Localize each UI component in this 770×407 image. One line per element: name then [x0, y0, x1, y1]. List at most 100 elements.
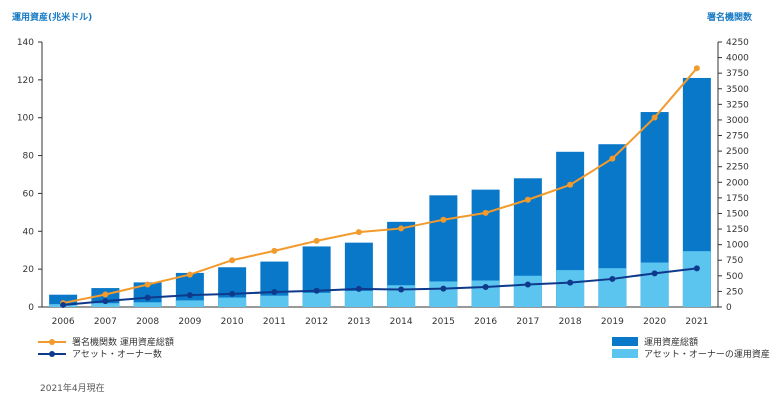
bar-asset-owner-aum [429, 281, 458, 307]
x-tick-label: 2016 [474, 317, 497, 327]
legend-line-marker [49, 339, 55, 345]
legend-label: アセット・オーナー数 [72, 348, 162, 360]
bars [49, 77, 711, 308]
left-tick-label: 100 [17, 114, 34, 124]
left-tick-label: 40 [23, 227, 35, 237]
x-tick-label: 2011 [263, 317, 286, 327]
right-tick-label: 0 [726, 303, 732, 313]
point-signatories [102, 291, 109, 298]
right-tick-label: 500 [726, 272, 743, 282]
bar-asset-owner-aum [91, 303, 120, 307]
left-tick-label: 120 [17, 76, 34, 86]
left-axis-title: 運用資産(兆米ドル) [12, 11, 92, 23]
point-asset-owners [524, 281, 531, 288]
right-tick-label: 750 [726, 256, 743, 266]
legend-bar-swatch [612, 349, 638, 358]
right-tick-label: 250 [726, 287, 743, 297]
point-signatories [186, 271, 193, 278]
x-tick-label: 2014 [390, 317, 413, 327]
right-tick-label: 2750 [726, 132, 749, 142]
x-tick-label: 2019 [601, 317, 624, 327]
bar-asset-owner-aum [344, 290, 373, 307]
left-tick-label: 20 [23, 265, 35, 275]
right-tick-label: 1250 [726, 225, 749, 235]
point-asset-owners [398, 286, 405, 293]
left-tick-label: 80 [23, 152, 35, 162]
point-asset-owners [651, 270, 658, 277]
point-asset-owners [440, 285, 447, 292]
right-tick-label: 1000 [726, 241, 749, 251]
bar-asset-owner-aum [260, 295, 289, 307]
point-signatories [398, 225, 405, 232]
bar-asset-owner-aum [640, 262, 669, 307]
bar-asset-owner-aum [556, 270, 585, 307]
x-tick-label: 2021 [685, 317, 708, 327]
point-asset-owners [567, 279, 574, 286]
legend-line-marker [49, 351, 55, 357]
axes: 0 20 40 60 80 100 120 140 0 250 500 750 1000 1250 1500… [17, 38, 749, 313]
point-signatories [524, 196, 531, 203]
point-signatories [271, 247, 278, 254]
left-tick-label: 0 [28, 303, 34, 313]
x-tick-label: 2017 [516, 317, 539, 327]
right-tick-label: 2000 [726, 178, 749, 188]
x-tick-label: 2009 [178, 317, 201, 327]
point-signatories [567, 181, 574, 188]
right-tick-label: 4000 [726, 54, 749, 64]
x-tick-label: 2018 [559, 317, 582, 327]
x-tick-label: 2012 [305, 317, 328, 327]
right-tick-label: 2250 [726, 163, 749, 173]
bar-asset-owner-aum [598, 268, 627, 307]
x-tick-label: 2013 [347, 317, 370, 327]
point-asset-owners [355, 285, 362, 292]
right-tick-label: 3750 [726, 69, 749, 79]
point-asset-owners [229, 290, 236, 297]
line-asset-owners [63, 267, 697, 307]
bar-asset-owner-aum [133, 302, 162, 307]
bar-asset-owner-aum [513, 275, 542, 307]
point-signatories [144, 281, 151, 288]
legend-label: 署名機関数 運用資産総額 [72, 336, 174, 348]
point-asset-owners [60, 302, 67, 309]
point-signatories [693, 65, 700, 72]
lines [60, 65, 700, 309]
x-tick-label: 2007 [94, 317, 117, 327]
right-tick-label: 3250 [726, 100, 749, 110]
bar-asset-owner-aum [218, 297, 247, 307]
point-asset-owners [609, 275, 616, 282]
left-tick-label: 60 [23, 189, 35, 199]
right-tick-label: 3000 [726, 116, 749, 126]
bar-asset-owner-aum [302, 292, 331, 307]
right-tick-label: 2500 [726, 147, 749, 157]
x-tick-label: 2008 [136, 317, 159, 327]
right-tick-label: 1500 [726, 209, 749, 219]
right-tick-label: 4250 [726, 38, 749, 48]
point-signatories [482, 209, 489, 216]
point-asset-owners [102, 298, 109, 305]
legend-label: アセット・オーナーの運用資産 [644, 348, 770, 360]
point-signatories [313, 237, 320, 244]
point-asset-owners [482, 284, 489, 291]
right-tick-label: 3500 [726, 85, 749, 95]
point-asset-owners [313, 287, 320, 294]
point-asset-owners [693, 265, 700, 272]
point-signatories [229, 257, 236, 264]
x-tick-label: 2020 [643, 317, 666, 327]
point-asset-owners [144, 294, 151, 301]
line-signatories [62, 67, 698, 305]
point-asset-owners [186, 292, 193, 299]
x-tick-label: 2015 [432, 317, 455, 327]
bar-asset-owner-aum [387, 285, 416, 307]
legend-label: 運用資産総額 [644, 336, 698, 348]
point-signatories [440, 216, 447, 223]
x-tick-label: 2010 [221, 317, 244, 327]
bar-asset-owner-aum [175, 300, 204, 307]
footnote: 2021年4月現在 [40, 382, 105, 394]
point-asset-owners [271, 289, 278, 296]
bar-asset-owner-aum [682, 251, 711, 307]
right-tick-label: 1750 [726, 194, 749, 204]
right-axis-title: 署名機関数 [706, 11, 753, 23]
x-tick-label: 2006 [52, 317, 75, 327]
left-tick-label: 140 [17, 38, 34, 48]
